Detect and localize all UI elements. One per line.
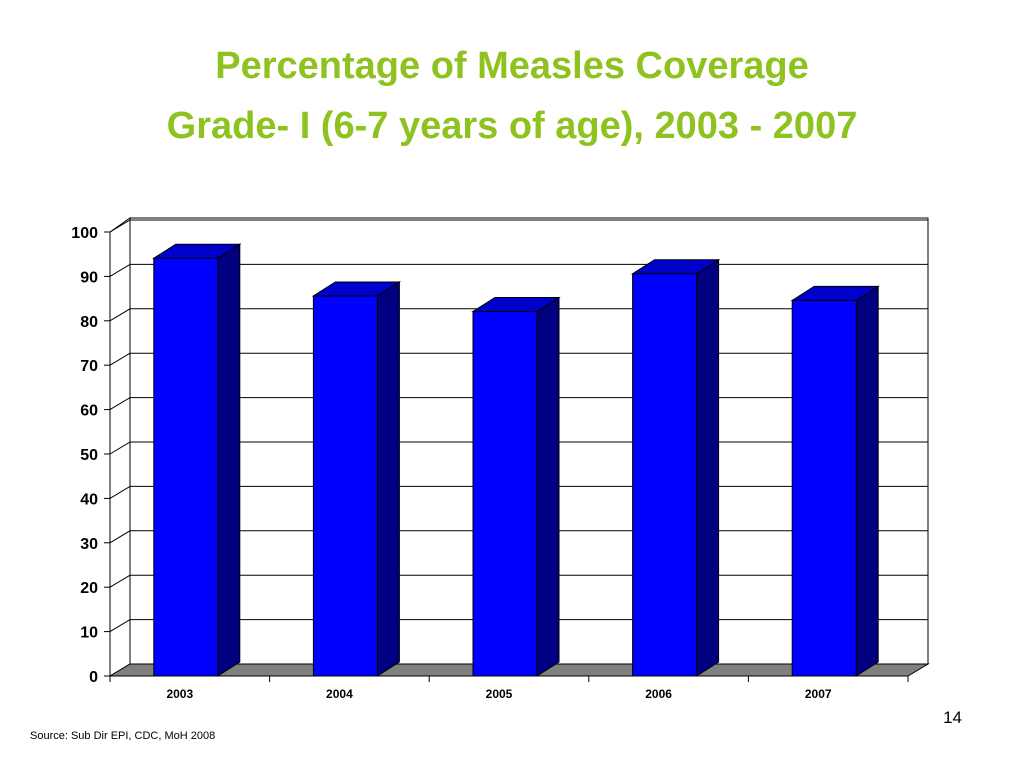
- x-tick-label: 2003: [166, 687, 193, 701]
- gridline-side: [109, 397, 131, 411]
- bar-2004: [311, 281, 402, 677]
- bar-front: [472, 310, 538, 677]
- bar-side: [536, 296, 560, 677]
- page-number: 14: [943, 708, 962, 727]
- source-note: Source: Sub Dir EPI, CDC, MoH 2008: [30, 730, 216, 742]
- chart-labels: 0 10 20 30 40 50 60 70 80 90 100 2003 2004 2005 2006 20…: [71, 225, 832, 701]
- y-tick-label: 70: [80, 358, 98, 375]
- y-tick-label: 80: [80, 314, 98, 331]
- y-tick-label: 10: [80, 625, 98, 642]
- bar-2006: [630, 258, 721, 677]
- y-tick-label: 20: [80, 580, 98, 597]
- bar-front: [153, 257, 219, 677]
- gridline-side: [109, 441, 131, 455]
- bar-front: [791, 299, 857, 677]
- plot-side-wall: [109, 217, 131, 677]
- chart-bars: [152, 243, 880, 677]
- bar-side: [696, 258, 720, 677]
- y-tick-label: 30: [80, 536, 98, 553]
- bar-side: [217, 243, 241, 677]
- y-tick-label: 50: [80, 447, 98, 464]
- y-tick-label: 90: [80, 269, 98, 286]
- y-tick-label: 100: [71, 225, 98, 242]
- y-tick-label: 60: [80, 403, 98, 420]
- gridline-side: [109, 219, 131, 233]
- bar-2007: [790, 285, 880, 677]
- x-tick-label: 2004: [326, 687, 353, 701]
- gridline-side: [109, 485, 131, 499]
- slide-title-line2: Grade- I (6-7 years of age), 2003 - 2007: [166, 105, 858, 147]
- bar-side: [855, 285, 879, 677]
- y-tick-label: 0: [89, 669, 98, 686]
- bar-front: [632, 273, 698, 677]
- bar-2003: [152, 243, 242, 677]
- bar-side: [376, 281, 400, 677]
- y-tick-label: 40: [80, 491, 98, 508]
- gridline-side: [109, 619, 131, 633]
- slide-title-line1: Percentage of Measles Coverage: [215, 45, 809, 87]
- gridline-side: [109, 574, 131, 588]
- x-tick-label: 2005: [486, 687, 513, 701]
- gridline-side: [109, 530, 131, 544]
- bar-front: [312, 295, 378, 677]
- x-tick-label: 2007: [805, 687, 832, 701]
- x-tick-label: 2006: [645, 687, 672, 701]
- gridline-side: [109, 308, 131, 322]
- bar-2005: [471, 296, 561, 677]
- gridline-side: [109, 263, 131, 277]
- gridline-side: [109, 352, 131, 366]
- chart-axes: [104, 231, 909, 682]
